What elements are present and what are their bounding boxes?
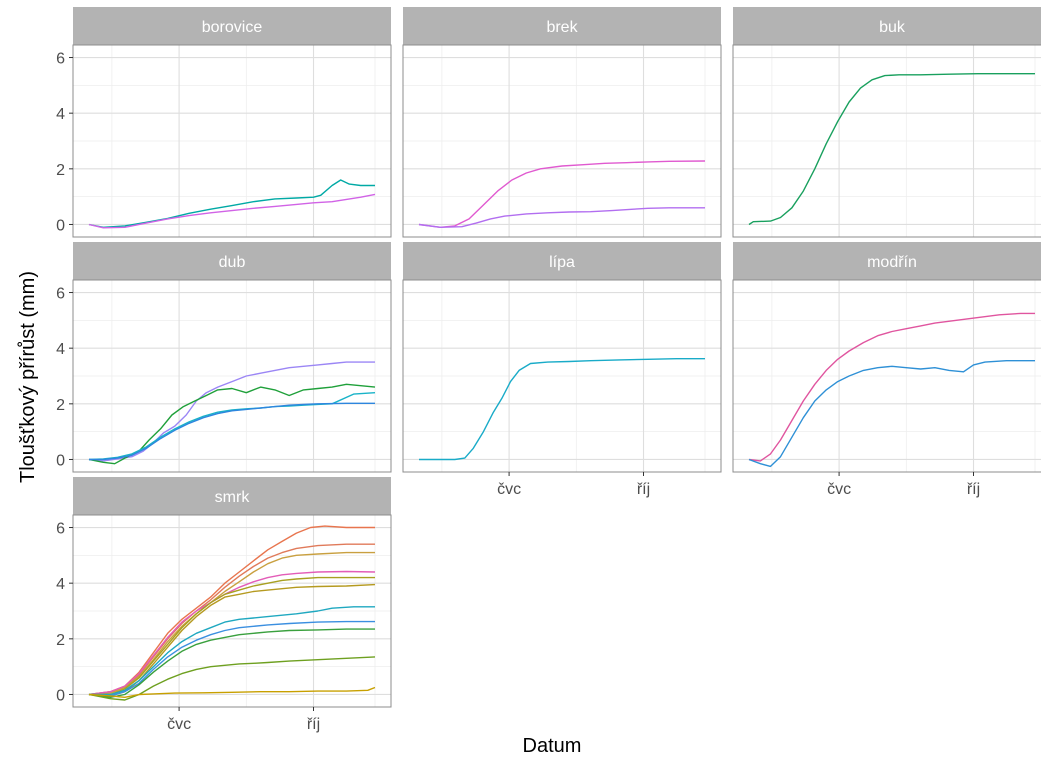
facet-panel-5: modřín čvc říj	[732, 242, 1041, 498]
facet-strip	[73, 7, 391, 45]
facet-strip	[403, 242, 721, 280]
series-line-7	[88, 620, 375, 697]
y-tick-label: 6	[56, 286, 65, 303]
series-line-1	[88, 193, 376, 229]
plot-border	[732, 44, 1041, 238]
series-line-0	[748, 73, 1035, 226]
plot-border	[72, 514, 392, 708]
facet-strip	[733, 7, 1041, 45]
plot-border	[72, 44, 392, 238]
facet-strip-label: buk	[879, 19, 906, 36]
facet-strip-label: smrk	[215, 489, 251, 506]
series-line-1	[748, 360, 1035, 468]
plot-border	[72, 279, 392, 473]
facet-strip	[73, 242, 391, 280]
y-tick-label: 0	[56, 687, 65, 704]
facet-panel-1: brek	[402, 7, 722, 238]
y-tick-label: 4	[56, 106, 65, 123]
series-line-0	[88, 525, 375, 696]
series-line-0	[419, 358, 705, 461]
y-tick-label: 6	[56, 521, 65, 538]
x-tick-label: čvc	[497, 481, 521, 498]
facet-strip-label: brek	[546, 19, 578, 36]
plot-border	[402, 44, 722, 238]
series-line-2	[88, 551, 375, 696]
series-line-0	[418, 160, 706, 228]
x-axis-title: Datum	[523, 735, 582, 757]
series-line-1	[88, 543, 375, 696]
facet-strip-label: modřín	[867, 254, 917, 271]
facet-panel-4: lípa čvc říj	[402, 242, 722, 498]
x-tick-label: říj	[637, 481, 650, 498]
plot-border	[402, 279, 722, 473]
facet-strip	[73, 477, 391, 515]
y-tick-label: 2	[56, 162, 65, 179]
x-tick-label: říj	[307, 716, 320, 733]
y-tick-label: 2	[56, 632, 65, 649]
series-line-3	[89, 402, 375, 461]
series-line-9	[88, 656, 376, 701]
y-tick-label: 2	[56, 397, 65, 414]
facet-panel-2: buk	[732, 7, 1041, 238]
series-line-4	[89, 576, 375, 696]
y-tick-label: 6	[56, 51, 65, 68]
y-tick-label: 4	[56, 341, 65, 358]
x-tick-label: čvc	[167, 716, 191, 733]
y-axis-title: Tloušťkový přírůst (mm)	[17, 271, 39, 483]
x-tick-label: říj	[967, 481, 980, 498]
plot-border	[732, 279, 1041, 473]
series-line-0	[88, 179, 375, 228]
series-line-6	[89, 606, 375, 696]
y-tick-label: 0	[56, 452, 65, 469]
y-tick-label: 4	[56, 576, 65, 593]
series-line-8	[88, 628, 375, 698]
y-tick-label: 0	[56, 217, 65, 234]
facet-panel-0: borovice 0 2 4 6	[56, 7, 392, 238]
facet-panel-6: smrk 0 2 4 6 čvc říj	[56, 477, 392, 733]
series-line-0	[88, 361, 375, 462]
series-line-0	[748, 312, 1035, 462]
facet-strip-label: borovice	[202, 19, 263, 36]
facet-strip	[403, 7, 721, 45]
facet-strip-label: dub	[219, 254, 246, 271]
series-line-1	[418, 207, 705, 228]
x-tick-label: čvc	[827, 481, 851, 498]
facet-strip-label: lípa	[549, 254, 575, 271]
facet-panel-3: dub 0 2 4 6	[56, 242, 392, 473]
facet-strip	[733, 242, 1041, 280]
series-line-10	[88, 686, 376, 698]
